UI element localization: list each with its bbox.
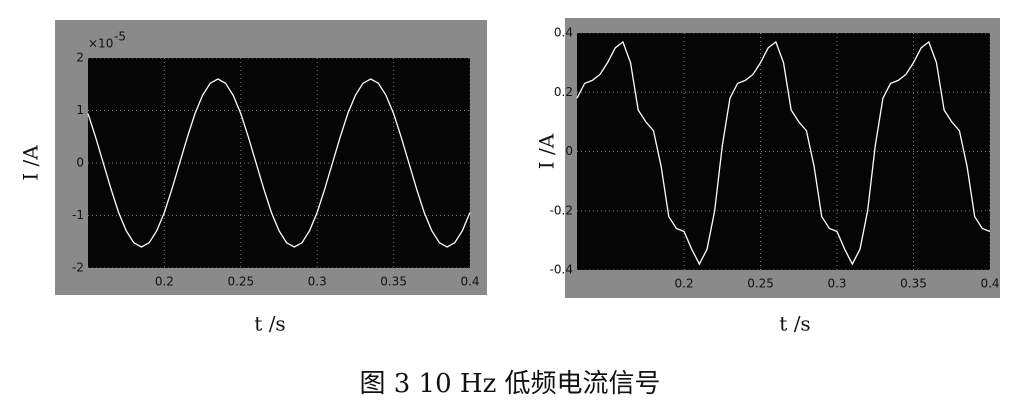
x-tick-label: 0.35: [900, 277, 927, 291]
y-tick-label: 0: [565, 144, 573, 158]
y-tick-label: -0.4: [550, 263, 573, 277]
x-tick-label: 0.3: [308, 275, 327, 289]
x-axis-label: t /s: [779, 312, 810, 336]
x-tick-label: 0.4: [980, 277, 999, 291]
y-tick-label: 1: [76, 103, 84, 117]
y-tick-label: 0: [76, 156, 84, 170]
y-tick-label: 0.2: [554, 85, 573, 99]
x-axis-label: t /s: [254, 312, 285, 336]
data-line: [87, 78, 471, 248]
y-axis-label: I /A: [535, 133, 559, 169]
y-tick-label: -2: [72, 261, 84, 275]
plot-area: [577, 33, 990, 270]
y-tick-label: 0.4: [554, 26, 573, 40]
plot-area: [88, 58, 470, 268]
y-tick-label: 2: [76, 51, 84, 65]
caption: 图 3 10 Hz 低频电流信号: [359, 369, 660, 399]
x-tick-label: 0.3: [827, 277, 846, 291]
x-tick-label: 0.25: [227, 275, 254, 289]
x-tick-label: 0.25: [747, 277, 774, 291]
x-tick-label: 0.2: [155, 275, 174, 289]
x-tick-label: 0.35: [380, 275, 407, 289]
y-tick-label: -0.2: [550, 203, 573, 217]
y-multiplier: ×10: [88, 37, 113, 51]
y-multiplier-exponent: -5: [114, 30, 126, 44]
data-line: [576, 40, 991, 266]
y-tick-label: -1: [72, 208, 84, 222]
x-tick-label: 0.4: [460, 275, 479, 289]
x-tick-label: 0.2: [675, 277, 694, 291]
y-axis-label: I /A: [19, 145, 43, 181]
